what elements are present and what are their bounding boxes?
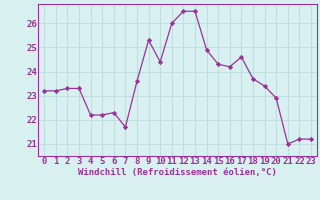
X-axis label: Windchill (Refroidissement éolien,°C): Windchill (Refroidissement éolien,°C) <box>78 168 277 177</box>
